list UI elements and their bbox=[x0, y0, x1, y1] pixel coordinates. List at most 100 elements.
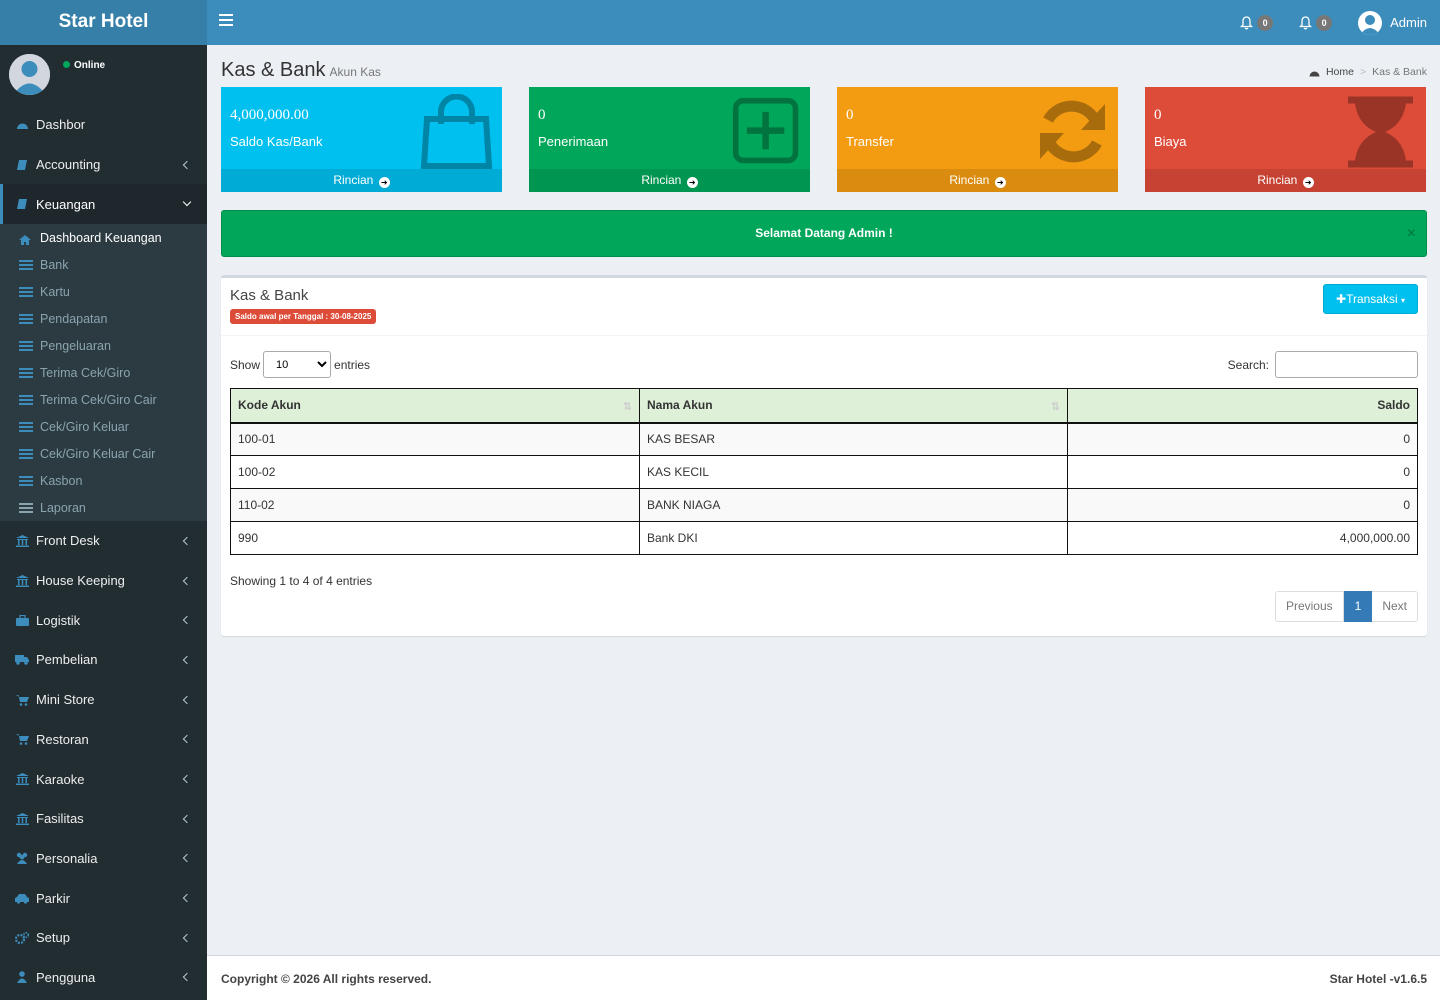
sidebar-item-label: Keuangan bbox=[36, 196, 96, 212]
hourglass-icon bbox=[1348, 96, 1413, 168]
column-header-nama-akun[interactable]: Nama Akun ⇅ bbox=[639, 388, 1068, 424]
submenu-item-pendapatan[interactable]: Pendapatan bbox=[0, 305, 207, 332]
online-status: Online bbox=[63, 60, 105, 71]
table-info: Showing 1 to 4 of 4 entries bbox=[230, 574, 373, 588]
page-1-button[interactable]: 1 bbox=[1343, 591, 1373, 622]
sidebar-item-restoran[interactable]: Restoran bbox=[0, 720, 207, 760]
box-value: 0 bbox=[846, 107, 854, 123]
sidebar-item-dashbor[interactable]: Dashbor bbox=[0, 105, 207, 145]
cart-icon bbox=[15, 733, 29, 746]
sidebar-item-label: Accounting bbox=[36, 157, 101, 173]
box-caption: Saldo Kas/Bank bbox=[230, 134, 323, 149]
sort-icon: ⇅ bbox=[622, 401, 632, 413]
bell-icon bbox=[1240, 15, 1254, 29]
submenu-item-kasbon[interactable]: Kasbon bbox=[0, 467, 207, 494]
sidebar-item-pengguna[interactable]: Pengguna bbox=[0, 958, 207, 998]
sidebar-item-front-desk[interactable]: Front Desk bbox=[0, 521, 207, 561]
briefcase-icon bbox=[15, 614, 29, 626]
status-badge: Saldo awal per Tanggal : 30-08-2025 bbox=[230, 309, 377, 324]
chevron-left-icon bbox=[182, 814, 192, 823]
submenu-label: Cek/Giro Keluar Cair bbox=[40, 446, 156, 461]
sidebar-item-label: Pengguna bbox=[36, 969, 96, 985]
breadcrumb-separator: > bbox=[1359, 66, 1367, 78]
cell-nama: Bank DKI bbox=[639, 521, 1068, 555]
summary-box-saldo: 4,000,000.00 Saldo Kas/Bank Rincian ➜ bbox=[221, 87, 502, 192]
submenu-item-kartu[interactable]: Kartu bbox=[0, 278, 207, 305]
sidebar-item-karaoke[interactable]: Karaoke bbox=[0, 759, 207, 799]
search-input[interactable] bbox=[1275, 351, 1418, 378]
box-details-link[interactable]: Rincian ➜ bbox=[1145, 169, 1426, 192]
sidebar-item-fasilitas[interactable]: Fasilitas bbox=[0, 799, 207, 839]
table-row: 100-01 KAS BESAR 0 bbox=[230, 422, 1418, 456]
shopping-bag-icon bbox=[420, 94, 493, 169]
column-header-kode-akun[interactable]: Kode Akun ⇅ bbox=[230, 388, 640, 424]
submenu-item-cek-giro-keluar[interactable]: Cek/Giro Keluar bbox=[0, 413, 207, 440]
sidebar-item-accounting[interactable]: Accounting bbox=[0, 145, 207, 185]
previous-page-button[interactable]: Previous bbox=[1274, 591, 1344, 622]
plus-icon: ✚ bbox=[1336, 292, 1347, 306]
submenu-item-pengeluaran[interactable]: Pengeluaran bbox=[0, 332, 207, 359]
online-dot-icon bbox=[63, 61, 70, 68]
box-value: 4,000,000.00 bbox=[230, 107, 309, 123]
sidebar-item-label: Logistik bbox=[36, 612, 81, 628]
sidebar-item-mini-store[interactable]: Mini Store bbox=[0, 680, 207, 720]
breadcrumb: Home > Kas & Bank bbox=[1309, 66, 1427, 78]
caret-down-icon: ▾ bbox=[1400, 296, 1405, 305]
app-logo[interactable]: Star Hotel bbox=[0, 0, 207, 45]
breadcrumb-home-link[interactable]: Home bbox=[1325, 66, 1354, 78]
arrow-circle-right-icon: ➜ bbox=[1302, 177, 1314, 188]
box-details-link[interactable]: Rincian ➜ bbox=[837, 169, 1118, 192]
next-page-button[interactable]: Next bbox=[1372, 591, 1418, 622]
submenu-item-laporan[interactable]: Laporan bbox=[0, 494, 207, 521]
close-icon[interactable]: × bbox=[1406, 225, 1416, 242]
cell-saldo: 4,000,000.00 bbox=[1067, 521, 1418, 555]
list-icon bbox=[19, 340, 33, 351]
page-size-control: Show 10 entries bbox=[230, 351, 370, 378]
list-icon bbox=[19, 448, 33, 459]
submenu-item-cek-giro-keluar-cair[interactable]: Cek/Giro Keluar Cair bbox=[0, 440, 207, 467]
sidebar-item-personalia[interactable]: Personalia bbox=[0, 839, 207, 879]
submenu-item-bank[interactable]: Bank bbox=[0, 251, 207, 278]
alerts-button[interactable]: 0 bbox=[1299, 14, 1333, 31]
sidebar-item-label: Karaoke bbox=[36, 771, 85, 787]
chevron-left-icon bbox=[182, 160, 192, 169]
list-icon bbox=[19, 475, 33, 486]
box-details-link[interactable]: Rincian ➜ bbox=[529, 169, 810, 192]
submenu-label: Pendapatan bbox=[40, 311, 108, 326]
sidebar-item-label: Restoran bbox=[36, 731, 89, 747]
submenu-item-dashboard-keuangan[interactable]: Dashboard Keuangan bbox=[0, 224, 207, 251]
sidebar-item-pembelian[interactable]: Pembelian bbox=[0, 640, 207, 680]
sidebar-item-house-keeping[interactable]: House Keeping bbox=[0, 561, 207, 601]
sidebar-item-keuangan[interactable]: Keuangan bbox=[0, 184, 207, 225]
chevron-left-icon bbox=[182, 774, 192, 784]
user-menu[interactable]: Admin bbox=[1358, 10, 1427, 35]
transaksi-button[interactable]: ✚Transaksi ▾ bbox=[1323, 284, 1418, 314]
cell-nama: BANK NIAGA bbox=[639, 488, 1068, 522]
sidebar-item-logistik[interactable]: Logistik bbox=[0, 600, 207, 640]
notifications-button[interactable]: 0 bbox=[1240, 14, 1274, 31]
sidebar-item-parkir[interactable]: Parkir bbox=[0, 878, 207, 918]
box-caption: Biaya bbox=[1154, 134, 1187, 149]
notification-badge: 0 bbox=[1257, 14, 1274, 31]
sidebar-toggle-icon[interactable] bbox=[219, 14, 233, 28]
submenu-item-terima-cek-giro[interactable]: Terima Cek/Giro bbox=[0, 359, 207, 386]
submenu-item-terima-cek-giro-cair[interactable]: Terima Cek/Giro Cair bbox=[0, 386, 207, 413]
dashboard-icon bbox=[1309, 71, 1320, 76]
sidebar-item-setup[interactable]: Setup bbox=[0, 918, 207, 958]
chevron-left-icon bbox=[182, 854, 192, 863]
cell-nama: KAS KECIL bbox=[639, 455, 1068, 489]
box-details-link[interactable]: Rincian ➜ bbox=[221, 169, 502, 192]
kas-bank-panel: Kas & Bank Saldo awal per Tanggal : 30-0… bbox=[221, 275, 1427, 636]
sidebar-item-label: Personalia bbox=[36, 850, 98, 866]
avatar bbox=[1358, 10, 1383, 35]
column-header-saldo[interactable]: Saldo bbox=[1067, 388, 1418, 424]
arrow-circle-right-icon: ➜ bbox=[686, 177, 698, 188]
chevron-left-icon bbox=[182, 576, 192, 585]
page-size-select[interactable]: 10 bbox=[263, 351, 332, 378]
cell-kode: 100-02 bbox=[230, 455, 640, 489]
bell-icon bbox=[1299, 15, 1313, 29]
search-control: Search: bbox=[1228, 351, 1418, 378]
list-icon bbox=[19, 259, 33, 270]
chevron-left-icon bbox=[182, 735, 192, 744]
list-icon bbox=[19, 286, 33, 297]
